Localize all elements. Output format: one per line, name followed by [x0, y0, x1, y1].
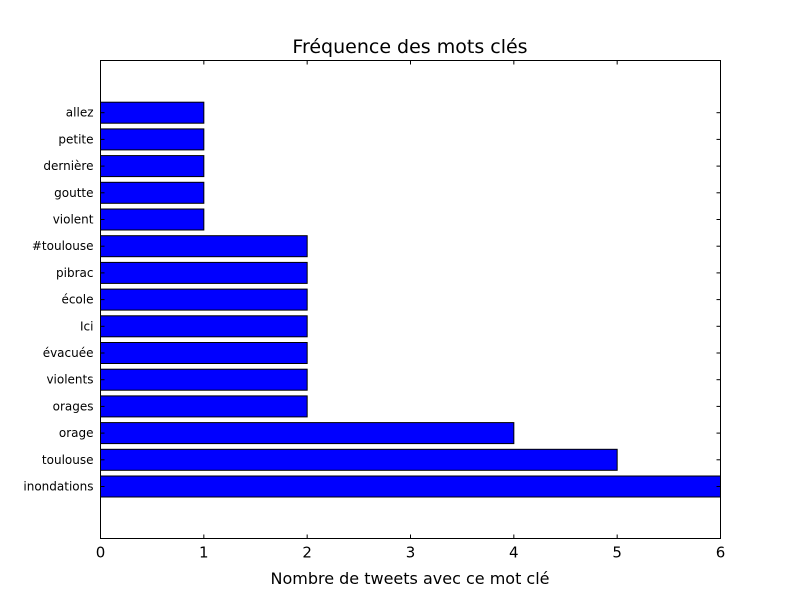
chart-title: Fréquence des mots clés	[292, 36, 527, 58]
bar-8	[100, 261, 308, 284]
x-tick-label: 1	[199, 544, 209, 562]
plot-frame	[100, 60, 721, 539]
y-tick-label: Ici	[80, 319, 93, 333]
bar-6	[100, 315, 308, 338]
bars-group	[100, 101, 721, 498]
bar-1	[100, 448, 618, 471]
y-tick-label: école	[61, 293, 93, 307]
x-tick-label: 3	[406, 544, 416, 562]
bar-9	[100, 235, 308, 258]
bar-4	[100, 368, 308, 391]
bar-13	[100, 128, 205, 151]
y-tick-label: goutte	[54, 186, 93, 200]
bar-11	[100, 181, 205, 204]
bar-14	[100, 101, 205, 124]
y-tick-label: orage	[59, 426, 94, 440]
bar-10	[100, 208, 205, 231]
y-tick-label: inondations	[23, 480, 93, 494]
bar-5	[100, 342, 308, 364]
y-tick-label: dernière	[43, 159, 93, 173]
x-axis-label: Nombre de tweets avec ce mot clé	[270, 569, 549, 588]
x-tick-label: 4	[509, 544, 519, 562]
bar-7	[100, 288, 308, 311]
y-tick-label: #toulouse	[32, 239, 94, 253]
y-tick-label: violents	[46, 373, 93, 387]
y-tick-label: violent	[53, 213, 94, 227]
x-tick-label: 0	[96, 544, 106, 562]
bar-0	[100, 475, 721, 498]
y-tick-label: évacuée	[43, 346, 94, 360]
y-tick-label: orages	[53, 399, 94, 413]
y-tick-label: toulouse	[42, 453, 94, 467]
x-tick-label: 5	[612, 544, 622, 562]
bar-3	[100, 395, 308, 418]
y-tick-label: allez	[66, 106, 94, 120]
bar-12	[100, 155, 205, 178]
y-tick-label: pibrac	[56, 266, 93, 280]
y-axis-ticks: inondations toulouse orage orages violents év…	[23, 106, 721, 494]
bar-2	[100, 422, 515, 445]
x-tick-label: 6	[716, 544, 726, 562]
y-tick-label: petite	[58, 132, 93, 146]
x-tick-label: 2	[302, 544, 312, 562]
